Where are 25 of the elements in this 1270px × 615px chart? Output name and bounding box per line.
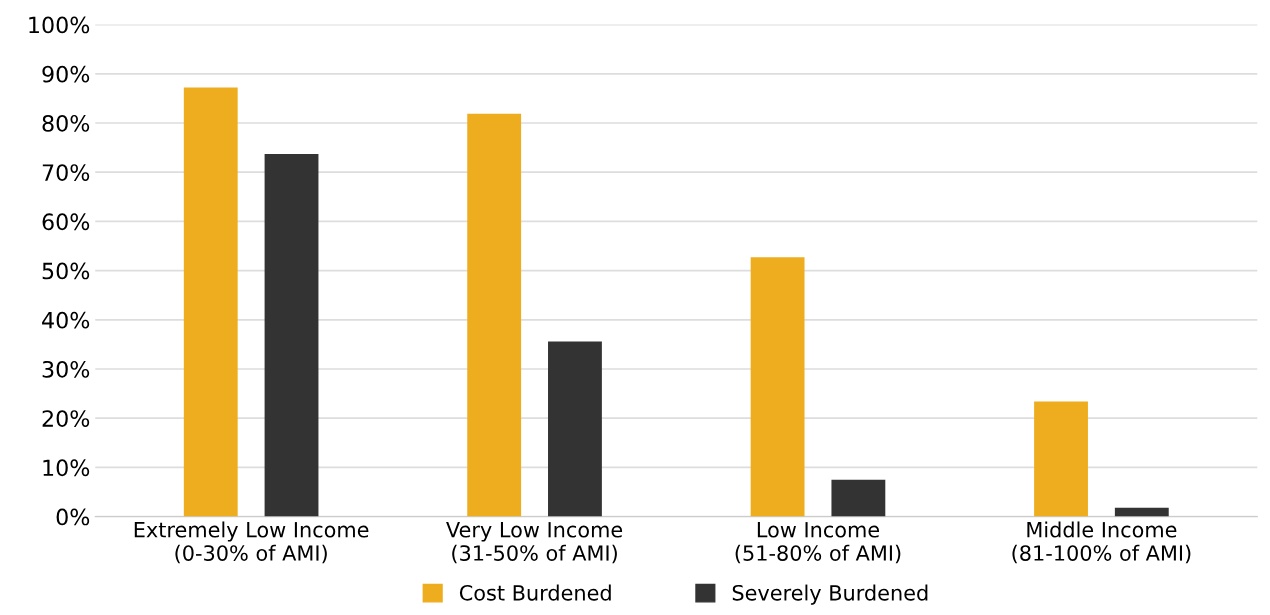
bar bbox=[264, 154, 319, 517]
y-tick-label: 90% bbox=[42, 65, 90, 83]
y-tick-label: 30% bbox=[42, 360, 90, 378]
y-tick-label: 40% bbox=[42, 311, 90, 329]
bar bbox=[831, 479, 886, 517]
x-tick-label: Extremely Low Income (0-30% of AMI) bbox=[134, 521, 369, 564]
y-tick-label: 10% bbox=[43, 459, 90, 477]
y-tick-label: 80% bbox=[42, 114, 90, 132]
bar bbox=[1034, 401, 1088, 517]
bar bbox=[548, 341, 602, 517]
y-tick-label: 50% bbox=[42, 262, 90, 280]
x-tick-label: Middle Income (81-100% of AMI) bbox=[1012, 521, 1191, 564]
bar bbox=[1114, 507, 1169, 517]
x-tick-label: Very Low Income (31-50% of AMI) bbox=[446, 522, 623, 564]
y-tick-label: 0% bbox=[56, 508, 90, 526]
y-tick-label: 60% bbox=[42, 213, 90, 231]
x-tick-label: Low Income (51-80% of AMI) bbox=[735, 522, 901, 564]
bar bbox=[750, 257, 805, 517]
legend-label: Cost Burdened bbox=[459, 584, 611, 601]
y-tick-label: 70% bbox=[42, 164, 90, 181]
y-tick-label: 100% bbox=[29, 16, 90, 34]
bar bbox=[467, 113, 522, 517]
bar bbox=[183, 87, 238, 517]
y-tick-label: 20% bbox=[42, 410, 90, 427]
legend-label: Severely Burdened bbox=[732, 584, 928, 605]
